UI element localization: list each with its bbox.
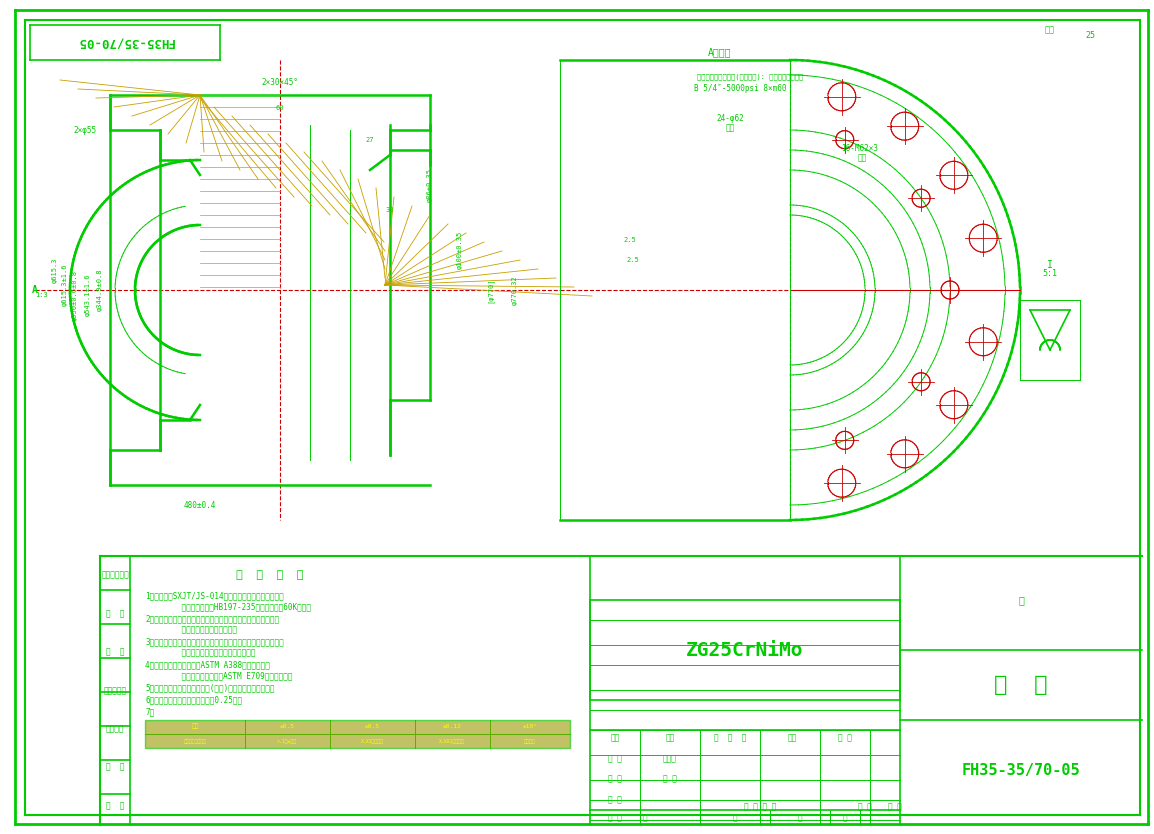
Text: 顶  盖: 顶 盖 bbox=[995, 675, 1048, 695]
Text: 3、铸件应把清洁沙干净，平整光滑，不得有尖角锐边毛刺，外表面: 3、铸件应把清洁沙干净，平整光滑，不得有尖角锐边毛刺，外表面 bbox=[145, 637, 284, 646]
Text: φ344.9±0.8: φ344.9±0.8 bbox=[97, 269, 103, 311]
Text: 7、: 7、 bbox=[145, 707, 155, 716]
Text: FH35-35/70-05: FH35-35/70-05 bbox=[961, 762, 1080, 777]
Text: 5:1: 5:1 bbox=[1042, 269, 1057, 278]
Text: 底图总号: 底图总号 bbox=[106, 725, 125, 733]
Text: φ770.32: φ770.32 bbox=[512, 275, 518, 305]
Text: 6、密封槽和中心孔的圆稳度达在0.25内。: 6、密封槽和中心孔的圆稳度达在0.25内。 bbox=[145, 696, 242, 705]
Text: 2×φ55: 2×φ55 bbox=[74, 125, 97, 134]
Text: ±0.12: ±0.12 bbox=[443, 724, 462, 729]
Text: 480±0.4: 480±0.4 bbox=[183, 500, 216, 510]
Text: ±0.5: ±0.5 bbox=[279, 724, 294, 729]
Text: 其余: 其余 bbox=[1046, 26, 1055, 34]
Text: [φ770]: [φ770] bbox=[487, 277, 494, 303]
Text: 审 定: 审 定 bbox=[664, 775, 677, 783]
Text: A向旋转: A向旋转 bbox=[709, 47, 732, 57]
Text: 技  术  要  求: 技 术 要 求 bbox=[237, 570, 304, 580]
Text: 日 期: 日 期 bbox=[838, 733, 852, 742]
Text: 磁加工后磁粉探伤按ASTM E709的规定进行。: 磁加工后磁粉探伤按ASTM E709的规定进行。 bbox=[163, 671, 292, 681]
Text: 标记: 标记 bbox=[610, 733, 620, 742]
Text: 页: 页 bbox=[842, 813, 847, 822]
Text: 审 核: 审 核 bbox=[608, 796, 622, 805]
Text: 27: 27 bbox=[366, 137, 374, 143]
Text: 小数: 小数 bbox=[192, 723, 198, 729]
Text: 1、铸件符合SXJT/JS-014的要求，铸坯用沙扩箱进火，: 1、铸件符合SXJT/JS-014的要求，铸坯用沙扩箱进火， bbox=[145, 591, 284, 600]
Text: φ550±0.6±0.8: φ550±0.6±0.8 bbox=[72, 269, 78, 320]
Text: 38: 38 bbox=[385, 207, 395, 213]
Bar bbox=[145, 720, 570, 748]
Text: 校 对: 校 对 bbox=[608, 775, 622, 783]
Text: 2、铸件应无缩松、气孔、夹渣、铸造等影响强度及密封性能的铸: 2、铸件应无缩松、气孔、夹渣、铸造等影响强度及密封性能的铸 bbox=[145, 615, 279, 624]
Text: φ86±0.35: φ86±0.35 bbox=[427, 168, 433, 202]
Text: 4、热处理后超声波探伤按ASTM A388的规定进行，: 4、热处理后超声波探伤按ASTM A388的规定进行， bbox=[145, 661, 270, 670]
Text: 通）用件登记: 通）用件登记 bbox=[102, 570, 129, 580]
Text: 要平整光滑、美观，并经喷漆处理。: 要平整光滑、美观，并经喷漆处理。 bbox=[163, 649, 255, 657]
Text: 24-φ62: 24-φ62 bbox=[717, 113, 744, 123]
Text: X.XX1毫米精度: X.XX1毫米精度 bbox=[439, 738, 465, 743]
Text: 司: 司 bbox=[1018, 595, 1024, 605]
Text: 工 艺: 工 艺 bbox=[608, 813, 622, 822]
Text: 5、在令合格密度，并使用钢印(圆点)将值打印在后盖朝北。: 5、在令合格密度，并使用钢印(圆点)将值打印在后盖朝北。 bbox=[145, 684, 275, 692]
Text: φ543.1±1.6: φ543.1±1.6 bbox=[85, 274, 91, 316]
Text: A: A bbox=[32, 285, 38, 295]
Text: 日  期: 日 期 bbox=[106, 801, 125, 811]
Text: 设 计: 设 计 bbox=[608, 755, 622, 763]
Text: 共: 共 bbox=[643, 813, 647, 822]
Text: 热处理后调质：HB197-235，材料应符合60K要求；: 热处理后调质：HB197-235，材料应符合60K要求； bbox=[163, 602, 310, 611]
Text: 1:3: 1:3 bbox=[36, 292, 48, 298]
Text: 文  件  号: 文 件 号 bbox=[714, 733, 747, 742]
Text: φ615.3±1.6: φ615.3±1.6 bbox=[62, 264, 68, 306]
Text: φ100±0.35: φ100±0.35 bbox=[457, 231, 463, 269]
Text: 校  对: 校 对 bbox=[106, 647, 125, 656]
Text: φ615.3: φ615.3 bbox=[52, 257, 58, 283]
Text: 陷，铸件按二级精度加工。: 陷，铸件按二级精度加工。 bbox=[163, 626, 237, 635]
Text: 标准化: 标准化 bbox=[664, 755, 677, 763]
Text: 角度精度: 角度精度 bbox=[524, 738, 535, 743]
Text: 用于标注加粗的线段(上述规范): 单位、尺寸、重量: 用于标注加粗的线段(上述规范): 单位、尺寸、重量 bbox=[697, 73, 803, 80]
Text: 16-M62×3: 16-M62×3 bbox=[841, 143, 878, 153]
Text: 机械加工尺寸范围: 机械加工尺寸范围 bbox=[183, 738, 207, 743]
Text: 2.5: 2.5 bbox=[627, 257, 639, 263]
Text: ±0.5: ±0.5 bbox=[365, 724, 380, 729]
Text: 重 量: 重 量 bbox=[859, 802, 872, 811]
Text: X.X1毫米精度: X.X1毫米精度 bbox=[360, 738, 383, 743]
Text: 检  图: 检 图 bbox=[106, 609, 125, 618]
Text: 2×30×45°: 2×30×45° bbox=[262, 78, 299, 87]
Text: В 5/4″-5000psi 8×m60: В 5/4″-5000psi 8×m60 bbox=[694, 83, 786, 93]
Text: 签  字: 签 字 bbox=[106, 763, 125, 771]
Text: 页: 页 bbox=[733, 813, 737, 822]
Text: 归底图总号: 归底图总号 bbox=[104, 686, 127, 695]
Text: 均布: 均布 bbox=[857, 153, 867, 163]
Text: 60: 60 bbox=[276, 105, 284, 111]
Text: 均布: 均布 bbox=[726, 123, 735, 133]
Text: ±10°: ±10° bbox=[523, 724, 538, 729]
Text: 比 例: 比 例 bbox=[889, 802, 902, 811]
Text: 图 样 标 记: 图 样 标 记 bbox=[744, 802, 777, 811]
Text: FH35-35/70-05: FH35-35/70-05 bbox=[76, 36, 174, 48]
Text: ×.1相±精度: ×.1相±精度 bbox=[277, 738, 297, 743]
Text: 2.5: 2.5 bbox=[623, 237, 636, 243]
Text: ZG25CrNiMo: ZG25CrNiMo bbox=[687, 641, 803, 660]
Text: 处数: 处数 bbox=[666, 733, 675, 742]
Text: 25: 25 bbox=[1085, 31, 1095, 39]
Text: 第: 第 bbox=[797, 813, 802, 822]
Text: I: I bbox=[1047, 260, 1052, 270]
Text: 签字: 签字 bbox=[787, 733, 796, 742]
